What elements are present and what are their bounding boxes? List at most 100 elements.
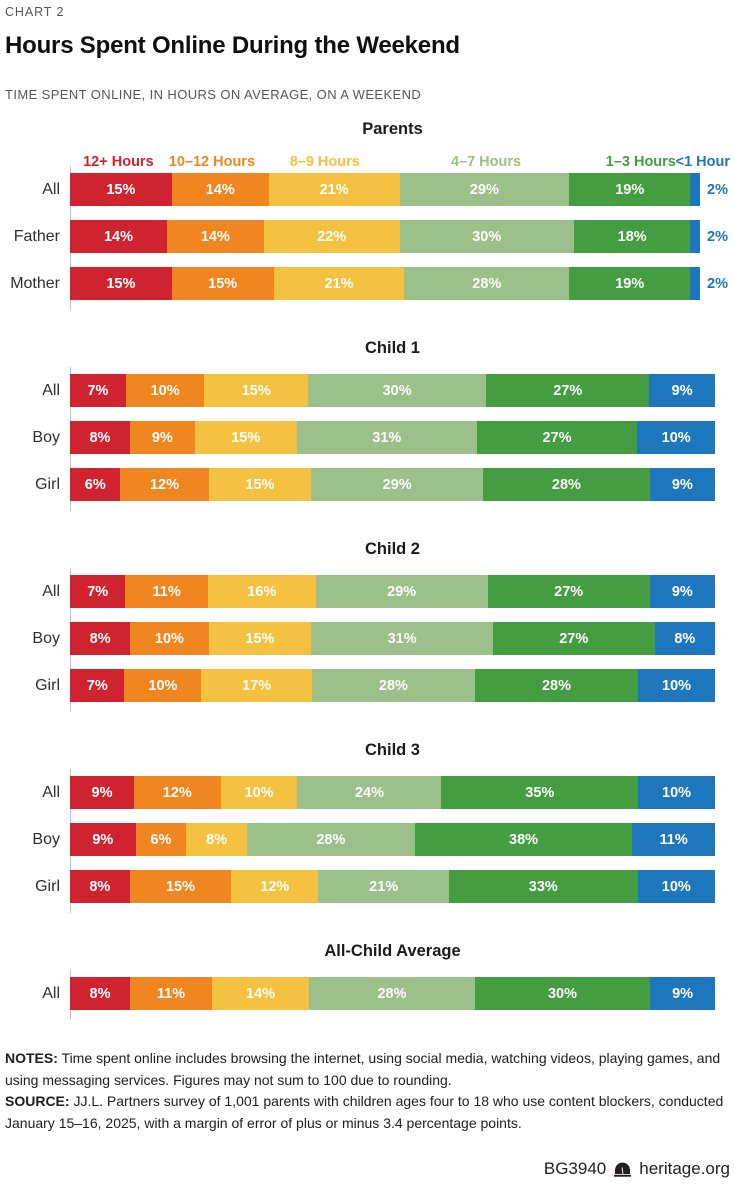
bar-segment: 9% (70, 823, 136, 856)
bar-segment (690, 173, 701, 206)
bar-segment: 15% (208, 622, 312, 655)
notes-section: NOTES: Time spent online includes browsi… (5, 1048, 728, 1135)
segment-value-label: 15% (106, 275, 136, 292)
chart-footer: BG3940 heritage.org (544, 1159, 730, 1179)
segment-value-label: 11% (152, 583, 181, 600)
segment-value-label: 10% (661, 429, 691, 446)
bar-segment: 10% (638, 669, 715, 702)
segment-value-label: 33% (528, 878, 558, 895)
heritage-site-label: heritage.org (639, 1159, 730, 1178)
bar-segment: 28% (311, 669, 475, 702)
legend-item: 4–7 Hours (450, 154, 522, 170)
segment-value-label: 15% (245, 630, 275, 647)
bar-segment: 18% (574, 220, 691, 253)
bar-segment: 28% (309, 977, 475, 1010)
notes-line: NOTES: Time spent online includes browsi… (5, 1048, 728, 1091)
stacked-bar: 8% 9% 15% 31% 27% 10% (70, 421, 715, 454)
bar-segment: 15% (204, 374, 309, 407)
bar-segment: 14% (166, 220, 264, 253)
bar-segment (690, 267, 701, 300)
bar-segment: 7% (70, 575, 126, 608)
bar-segment: 10% (220, 776, 298, 809)
bar-segment: 21% (318, 870, 449, 903)
bar-segment: 27% (486, 374, 650, 407)
stacked-bar: 8% 15% 12% 21% 33% 10% (70, 870, 716, 903)
bar-segment: 8% (70, 421, 130, 454)
segment-value-label: 7% (87, 382, 109, 399)
segment-value-label: 10% (662, 677, 692, 694)
source-text: JJ.L. Partners survey of 1,001 parents w… (5, 1093, 724, 1132)
bar-segment: 12% (231, 870, 319, 903)
segment-value-label: 11% (659, 831, 688, 848)
segment-value-label: 12% (260, 878, 290, 895)
segment-value-label-outside: 2% (707, 181, 728, 198)
bar-segment: 12% (120, 468, 209, 501)
segment-value-label: 10% (150, 382, 180, 399)
bar-segment: 30% (474, 977, 651, 1010)
bar-segment: 33% (448, 870, 638, 903)
heritage-bell-icon (613, 1161, 632, 1178)
bar-segment: 10% (130, 622, 209, 655)
chart-eyebrow: CHART 2 (5, 5, 65, 19)
segment-value-label: 6% (84, 476, 106, 493)
segment-value-label: 21% (324, 275, 354, 292)
bar-segment: 28% (246, 823, 415, 856)
group-title: Parents (362, 120, 423, 138)
bar-segment: 21% (268, 173, 400, 206)
segment-value-label: 8% (89, 429, 111, 446)
bar-segment: 10% (124, 669, 202, 702)
segment-value-label: 30% (382, 382, 412, 399)
bar-row: Girl 8% 15% 12% 21% 33% 10% (0, 870, 716, 903)
bar-row: All 7% 11% 16% 29% 27% 9% (0, 575, 715, 608)
bar-segment: 15% (194, 421, 297, 454)
segment-value-label: 28% (541, 677, 572, 694)
group-title: All-Child Average (324, 942, 461, 960)
segment-value-label: 27% (554, 583, 584, 600)
segment-value-label: 35% (525, 784, 555, 801)
bar-segment: 7% (70, 374, 126, 407)
segment-value-label: 8% (206, 831, 228, 848)
bar-segment: 38% (414, 823, 633, 856)
group-title: Child 2 (364, 540, 420, 558)
row-label: All (42, 783, 60, 801)
bar-segment: 29% (315, 575, 488, 608)
bar-segment: 15% (171, 267, 274, 300)
bar-segment: 10% (637, 870, 716, 903)
bar-segment: 14% (211, 977, 310, 1010)
segment-value-label: 19% (615, 181, 645, 198)
segment-value-label: 16% (247, 583, 277, 600)
bar-segment: 30% (308, 374, 487, 407)
bar-segment: 14% (171, 173, 269, 206)
bar-segment: 9% (649, 575, 715, 608)
segment-value-label: 22% (317, 228, 347, 245)
bar-segment: 8% (70, 977, 130, 1010)
bar-segment: 11% (125, 575, 208, 608)
bar-segment: 15% (70, 267, 172, 300)
row-label: Mother (10, 274, 60, 292)
stacked-bar: 7% 10% 15% 30% 27% 9% (70, 374, 715, 407)
chart-header: CHART 2 Hours Spent Online During the We… (0, 5, 734, 102)
bar-segment: 8% (70, 870, 130, 903)
bar-segment: 21% (273, 267, 405, 300)
row-label: Girl (35, 676, 60, 694)
bar-segment: 9% (70, 776, 135, 809)
bar-segment: 29% (311, 468, 484, 501)
segment-value-label: 27% (542, 429, 572, 446)
segment-value-label: 15% (106, 181, 136, 198)
bar-segment: 27% (476, 421, 638, 454)
bar-row: Boy 8% 9% 15% 31% 27% 10% (0, 421, 715, 454)
row-label: Girl (35, 877, 60, 895)
group-title: Child 1 (364, 339, 420, 357)
row-label: All (42, 180, 60, 198)
segment-value-label: 28% (551, 476, 581, 493)
bar-segment: 27% (487, 575, 650, 608)
bar-segment: 6% (70, 468, 121, 501)
segment-value-label: 12% (149, 476, 180, 493)
chart-group: Child 2 All 7% 11% 16% 29% 27% 9% Boy 8% 10% 15% 31%… (0, 539, 734, 712)
bar-segment: 31% (296, 421, 477, 454)
segment-value-label: 10% (661, 878, 691, 895)
segment-value-label: 10% (244, 784, 274, 801)
segment-value-label: 28% (472, 275, 502, 292)
segment-value-label: 15% (165, 878, 195, 895)
bar-segment: 19% (569, 267, 691, 300)
